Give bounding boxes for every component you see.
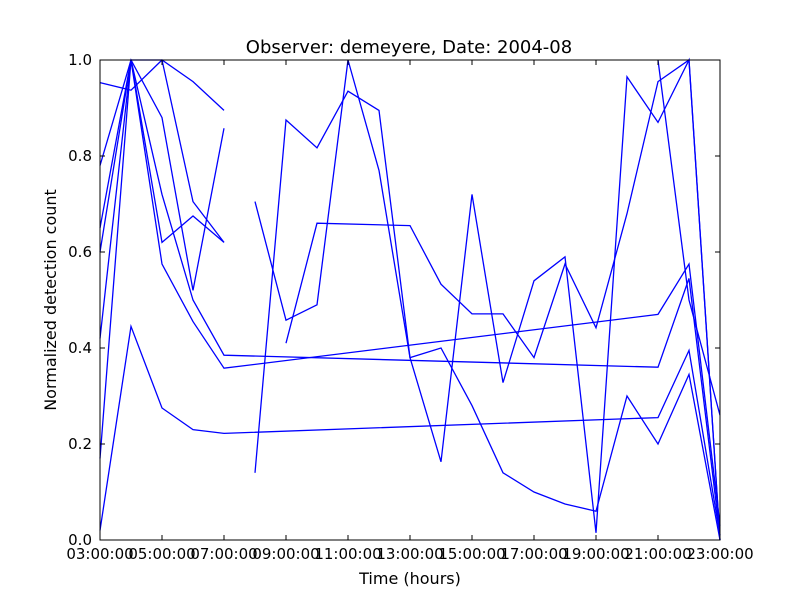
x-tick-label: 21:00:00 <box>624 545 691 563</box>
series-line-5 <box>99 59 721 536</box>
x-axis: 03:00:0005:00:0007:00:0009:00:0011:00:00… <box>66 60 754 563</box>
series-line-9 <box>254 57 721 541</box>
y-tick-label: 0.2 <box>68 435 92 453</box>
y-axis-label: Normalized detection count <box>41 189 60 411</box>
x-tick-label: 09:00:00 <box>252 545 319 563</box>
series-line-3 <box>99 59 225 244</box>
series-line-8 <box>254 59 721 541</box>
x-tick-label: 05:00:00 <box>128 545 195 563</box>
y-tick-label: 0.4 <box>68 339 92 357</box>
series-line-11 <box>657 59 721 416</box>
y-tick-label: 0.8 <box>68 147 92 165</box>
x-tick-label: 11:00:00 <box>314 545 381 563</box>
series-line-7 <box>99 323 721 536</box>
y-tick-label: 0.6 <box>68 243 92 261</box>
x-axis-label: Time (hours) <box>358 569 461 588</box>
x-tick-label: 19:00:00 <box>562 545 629 563</box>
chart-title: Observer: demeyere, Date: 2004-08 <box>246 37 572 58</box>
y-tick-label: 0.0 <box>68 531 92 549</box>
series-line-10 <box>285 58 721 541</box>
x-tick-label: 15:00:00 <box>438 545 505 563</box>
x-tick-label: 23:00:00 <box>686 545 753 563</box>
x-tick-label: 17:00:00 <box>500 545 567 563</box>
y-axis: 0.0 0.2 0.4 0.6 0.8 1.0 <box>68 51 720 549</box>
x-tick-label: 03:00:00 <box>66 545 133 563</box>
series-line-6 <box>99 59 721 526</box>
y-tick-label: 1.0 <box>68 51 92 69</box>
x-tick-label: 07:00:00 <box>190 545 257 563</box>
plot-lines <box>99 57 721 541</box>
series-line-2 <box>99 58 225 291</box>
x-tick-label: 13:00:00 <box>376 545 443 563</box>
